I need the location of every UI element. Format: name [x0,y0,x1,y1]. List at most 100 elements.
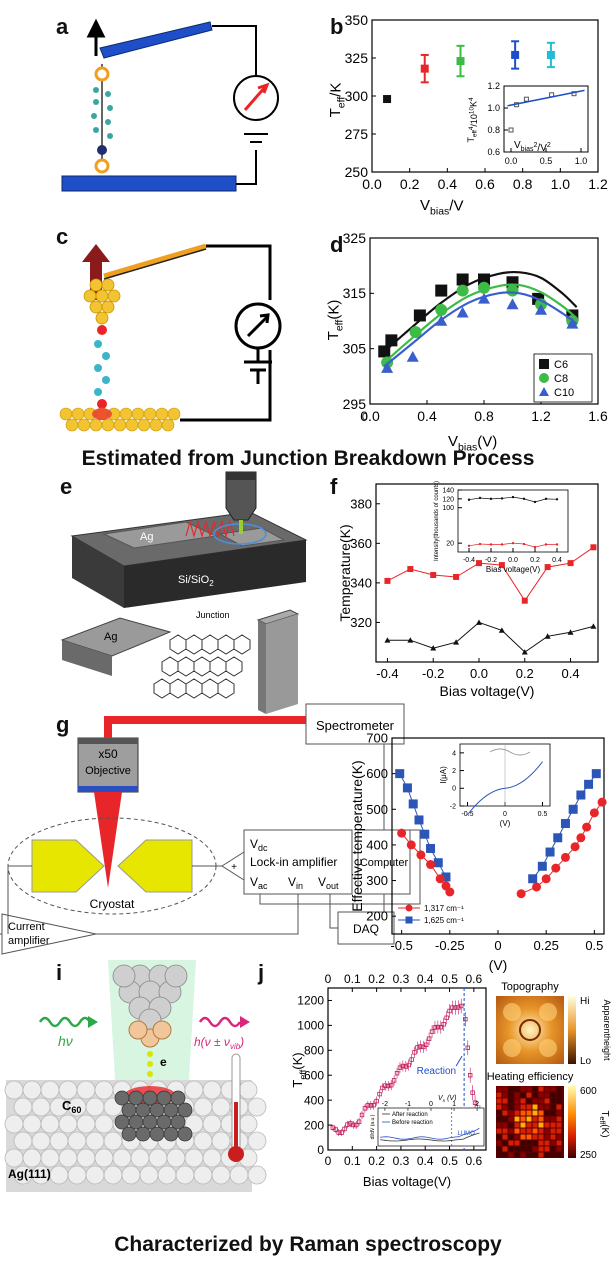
c60-atom [177,1102,193,1118]
ag-label-top: Ag [140,531,153,543]
heating-pixel [544,1128,550,1134]
x-tick-label: -0.5 [390,938,412,953]
fit-curve-C8 [383,283,578,364]
current-amp-label-a: Current [8,921,45,933]
y-tick-label: 200 [304,1118,324,1132]
data-point [570,842,580,852]
heating-pixel [544,1110,550,1116]
panel-label-j: j [258,960,265,985]
ag-atom [13,1131,33,1151]
data-point-0 [590,544,597,551]
ag-atom [211,1097,231,1117]
y-tick-label: 1.2 [487,81,500,91]
heating-pixel [496,1104,502,1110]
data-point [441,872,451,882]
electron-label: e [160,1055,167,1069]
inset-point-1 [478,542,482,546]
heating-pixel [496,1092,502,1098]
heating-pixel [526,1122,532,1128]
data-point [597,797,607,807]
data-point-1 [475,619,482,625]
data-point-0 [544,564,551,571]
lockin-title: Lock-in amplifier [250,855,337,869]
heating-pixel [526,1110,532,1116]
ag-atom [130,1148,150,1168]
heating-pixel [514,1134,520,1140]
heating-pixel [544,1104,550,1110]
heating-pixel [508,1128,514,1134]
ag111-label: Ag(111) [8,1167,51,1181]
heating-pixel [544,1152,550,1158]
ag-atom [85,1097,105,1117]
heating-pixel [520,1092,526,1098]
data-point [551,863,561,873]
heating-pixel [544,1098,550,1104]
data-point [560,852,570,862]
current-amp-label-b: amplifier [8,935,50,947]
ag-atom [94,1080,114,1100]
y-tick-label: 250 [345,164,369,180]
data-point [560,819,570,829]
data-point [546,50,555,59]
data-point [435,1024,441,1030]
data-point [383,95,392,104]
data-point [576,790,586,800]
heating-pixel [538,1128,544,1134]
inset-point-0 [533,500,537,504]
c60-atom [135,1126,151,1142]
data-point [432,1025,438,1030]
data-point-1 [590,623,597,629]
data-point [584,779,594,789]
x-tick-label: 1.2 [531,408,551,424]
heating-pixel [544,1146,550,1152]
heating-pixel [526,1104,532,1110]
x-tick-label: 0.2 [368,1154,385,1168]
data-point-C6 [478,273,490,286]
photon-out-icon [198,1016,242,1028]
data-point [336,1130,341,1135]
data-point [426,860,436,870]
heating-pixel [496,1110,502,1116]
heating-pixel [514,1104,520,1110]
ag-atom [76,1148,96,1168]
data-point [537,861,547,871]
inset-y-label: Intensity(thousands of counts) [434,481,440,561]
heating-pixel [508,1104,514,1110]
x-tick-label: -0.2 [422,666,444,681]
x-tick-label: 0.5 [538,811,548,818]
data-point-C6 [456,273,469,286]
y-tick-label: 600 [366,766,388,781]
c60-atom [142,1114,158,1130]
heating-pixel [550,1098,556,1104]
inset-point-1 [489,543,493,546]
heating-pixel [514,1086,520,1092]
y-axis-label: Teff/K [327,83,348,118]
heating-pixel [502,1134,508,1140]
topography-lo: Lo [580,1056,592,1067]
substrate-label: Si/SiO2 [178,574,214,588]
inset-point [523,96,529,102]
x-axis-label: (V) [489,957,508,973]
heating-pixel [508,1092,514,1098]
heating-pixel [550,1116,556,1122]
data-point [447,1008,452,1014]
y-tick-label: 340 [350,575,372,590]
data-point [391,1078,397,1083]
y-tick-label: 800 [304,1044,324,1058]
legend-marker [405,916,413,924]
c60-atom [163,1126,179,1142]
y-tick-label: 20 [446,541,454,548]
inset-legend-after: After reaction [392,1112,428,1118]
data-point [568,804,578,814]
tip-atom [164,964,188,988]
y-tick-label: 0.8 [487,125,500,135]
objective-label: Objective [85,765,131,777]
data-point [459,1003,464,1009]
hv-label: hν [58,1033,73,1049]
ag-atom [76,1080,96,1100]
photon-in-arrow [88,1016,98,1028]
data-point-1 [521,649,528,655]
x-tick-label: 1.0 [575,156,588,166]
c60-atom [121,1102,137,1118]
series-line-right [520,801,603,895]
